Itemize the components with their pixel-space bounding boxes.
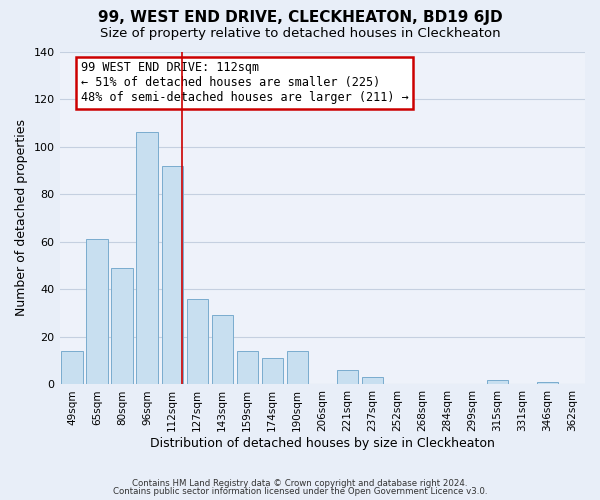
Text: 99, WEST END DRIVE, CLECKHEATON, BD19 6JD: 99, WEST END DRIVE, CLECKHEATON, BD19 6J… xyxy=(98,10,502,25)
Bar xyxy=(537,382,558,384)
Text: 99 WEST END DRIVE: 112sqm
← 51% of detached houses are smaller (225)
48% of semi: 99 WEST END DRIVE: 112sqm ← 51% of detac… xyxy=(80,62,409,104)
X-axis label: Distribution of detached houses by size in Cleckheaton: Distribution of detached houses by size … xyxy=(150,437,495,450)
Bar xyxy=(161,166,183,384)
Bar xyxy=(112,268,133,384)
Bar xyxy=(86,240,108,384)
Bar xyxy=(487,380,508,384)
Text: Contains public sector information licensed under the Open Government Licence v3: Contains public sector information licen… xyxy=(113,487,487,496)
Y-axis label: Number of detached properties: Number of detached properties xyxy=(15,120,28,316)
Bar xyxy=(61,351,83,384)
Bar xyxy=(212,316,233,384)
Text: Size of property relative to detached houses in Cleckheaton: Size of property relative to detached ho… xyxy=(100,28,500,40)
Text: Contains HM Land Registry data © Crown copyright and database right 2024.: Contains HM Land Registry data © Crown c… xyxy=(132,478,468,488)
Bar xyxy=(262,358,283,384)
Bar xyxy=(337,370,358,384)
Bar xyxy=(187,299,208,384)
Bar xyxy=(287,351,308,384)
Bar xyxy=(362,378,383,384)
Bar xyxy=(136,132,158,384)
Bar xyxy=(236,351,258,384)
